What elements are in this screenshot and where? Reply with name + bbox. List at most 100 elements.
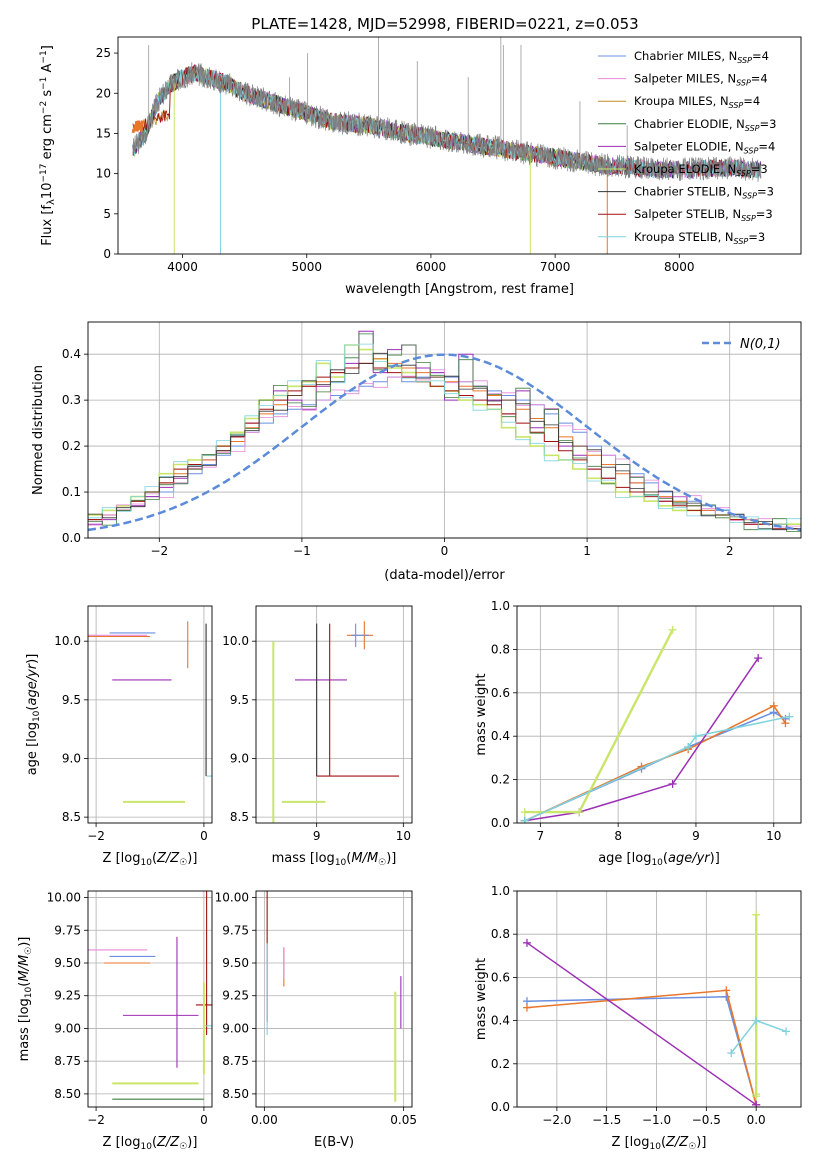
legend-entry-label: Kroupa ELODIE, NSSP=3	[634, 162, 768, 178]
x-tick-label: 9	[313, 829, 321, 843]
highlight-segment	[131, 120, 145, 134]
x-tick-label: 0.0	[747, 1113, 766, 1127]
age_vs_Z-x-axis-label: Z [log10(Z/Z☉)]	[103, 851, 198, 868]
y-tick-label: 10.00	[47, 891, 81, 905]
age-vs-metallicity-panel: −2 0 8.5 9.0 9.5 10.0 Z [log10(Z/Z☉)] age [log1…	[25, 605, 213, 868]
y-tick-label: 0.4	[491, 729, 510, 743]
y-tick-label: 0	[103, 247, 111, 261]
mass_vs_Z-x-axis-label: Z [log10(Z/Z☉)]	[103, 1135, 198, 1152]
x-tick-label: 0.05	[390, 1113, 417, 1127]
mass-weight-marker	[752, 1016, 761, 1025]
y-tick-label: 8.5	[62, 810, 81, 824]
mass-weight-line	[524, 657, 759, 822]
mass-weight-marker	[668, 779, 677, 788]
age_vs_Z-plot-area	[88, 621, 212, 803]
mass_vs_ebv-plot-area	[266, 891, 402, 1102]
mass_vs_Z-frame	[87, 890, 213, 1108]
x-tick-label: 9	[692, 829, 700, 843]
mass-weight-marker	[684, 743, 693, 752]
spectrum-legend: Chabrier MILES, NSSP=4 Salpeter MILES, NS…	[598, 49, 776, 246]
normal-distribution-curve	[88, 353, 801, 532]
y-tick-label: 0.6	[491, 970, 510, 984]
y-tick-label: 0.8	[491, 642, 510, 656]
mass-weight-marker	[522, 1003, 531, 1012]
x-tick-label: −1.5	[592, 1113, 621, 1127]
y-tick-label: 9.00	[54, 1021, 81, 1035]
y-tick-label: 9.0	[230, 751, 249, 765]
x-tick-label: 5000	[291, 260, 322, 274]
x-tick-label: 4000	[167, 260, 198, 274]
spectrum-y-axis-label: Flux [fλ10−17 erg cm−2 s−1 A−1]	[39, 45, 57, 246]
residuals-x-axis-label: (data-model)/error	[384, 568, 505, 583]
y-tick-label: 9.0	[62, 751, 81, 765]
weight_vs_age-frame	[516, 605, 802, 824]
y-tick-label: 10.0	[54, 634, 81, 648]
y-tick-label: 9.50	[222, 956, 249, 970]
mass_vs_ebv-frame	[255, 890, 413, 1108]
residual-histogram-step	[88, 343, 801, 531]
mass-weight-marker	[722, 986, 731, 995]
x-tick-label: 1	[583, 544, 591, 558]
spectrum-panel: 4000 5000 6000 7000 8000 0 5 10 15 20 25 wavelength…	[39, 36, 802, 297]
y-tick-label: 0.0	[491, 1100, 510, 1114]
y-tick-label: 5	[103, 207, 111, 221]
x-tick-label: 0.00	[251, 1113, 278, 1127]
x-tick-label: 8000	[664, 260, 695, 274]
y-tick-label: 10.00	[215, 891, 249, 905]
spectrum-x-axis-label: wavelength [Angstrom, rest frame]	[345, 282, 574, 297]
y-tick-label: 0.4	[62, 347, 81, 361]
weight_vs_age-y-axis-label: mass weight	[474, 673, 489, 755]
age_vs_Z-frame	[87, 605, 213, 824]
mass-weight-marker	[520, 816, 529, 823]
legend-entry-label: Kroupa MILES, NSSP=4	[634, 94, 760, 110]
age-vs-mass-panel: 9 10 8.5 9.0 9.5 10.0 mass [log10(M/M☉)]	[222, 605, 413, 868]
y-tick-label: 8.50	[54, 1087, 81, 1101]
x-tick-label: 0	[200, 1113, 208, 1127]
y-tick-label: 9.25	[54, 989, 81, 1003]
x-tick-label: 10	[396, 829, 411, 843]
weight_vs_Z-plot-area	[522, 910, 791, 1107]
y-tick-label: 8.75	[222, 1054, 249, 1068]
y-tick-label: 1.0	[491, 884, 510, 898]
y-tick-label: 9.75	[222, 923, 249, 937]
y-tick-label: 9.25	[222, 989, 249, 1003]
mass-weight-marker	[785, 712, 794, 721]
residual-histogram-step	[88, 352, 801, 531]
y-tick-label: 10.0	[222, 634, 249, 648]
weight_vs_Z-frame	[516, 890, 802, 1108]
x-tick-label: −0.5	[692, 1113, 721, 1127]
y-tick-label: 0.8	[491, 927, 510, 941]
legend-entry-label: Salpeter STELIB, NSSP=3	[634, 207, 773, 223]
y-tick-label: 15	[96, 126, 111, 140]
observed-spectrum-line	[132, 62, 762, 182]
y-tick-label: 9.75	[54, 923, 81, 937]
legend-entry-label: Salpeter MILES, NSSP=4	[634, 72, 768, 88]
age_vs_mass-plot-area	[272, 621, 399, 823]
weight-vs-age-panel: 7 8 9 10 0.0 0.2 0.4 0.6 0.8 1.0 age [log10(age/yr…	[474, 599, 802, 868]
mass-vs-metallicity-panel: −2 0 8.50 8.75 9.00 9.25 9.50 9.75 10.00 Z [log10…	[17, 890, 213, 1152]
y-tick-label: 0.2	[491, 773, 510, 787]
weight_vs_Z-x-axis-label: Z [log10(Z/Z☉)]	[612, 1135, 707, 1152]
y-tick-label: 0.4	[491, 1014, 510, 1028]
y-tick-label: 8.50	[222, 1087, 249, 1101]
y-tick-label: 0.2	[62, 439, 81, 453]
mass_vs_Z-y-axis-label: mass [log10(M/M☉)]	[17, 937, 34, 1062]
age_vs_mass-x-axis-label: mass [log10(M/M☉)]	[272, 851, 397, 868]
mass_vs_ebv-grid	[256, 891, 412, 1107]
mass-weight-marker	[575, 808, 584, 817]
y-tick-label: 0.3	[62, 393, 81, 407]
legend-entry-label: Kroupa STELIB, NSSP=3	[634, 230, 765, 246]
mass-weight-marker	[691, 732, 700, 741]
mass_vs_Z-plot-area	[88, 891, 212, 1100]
y-tick-label: 0.1	[62, 485, 81, 499]
x-tick-label: −2.0	[542, 1113, 571, 1127]
x-tick-label: −2	[87, 1113, 105, 1127]
x-tick-label: 0	[441, 544, 449, 558]
weight_vs_age-x-axis-label: age [log10(age/yr)]	[598, 851, 720, 868]
mass-vs-ebv-panel: 0.00 0.05 8.50 8.75 9.00 9.25 9.50 9.75 10.00 E(B…	[215, 891, 417, 1150]
mass-weight-line	[524, 715, 790, 822]
residuals-frame	[87, 321, 802, 539]
mass-weight-marker	[782, 1027, 791, 1036]
residuals-panel: −2 −1 0 1 2 0.0 0.1 0.2 0.3 0.4 (data-model)/error…	[31, 321, 802, 583]
x-tick-label: 8	[614, 829, 622, 843]
